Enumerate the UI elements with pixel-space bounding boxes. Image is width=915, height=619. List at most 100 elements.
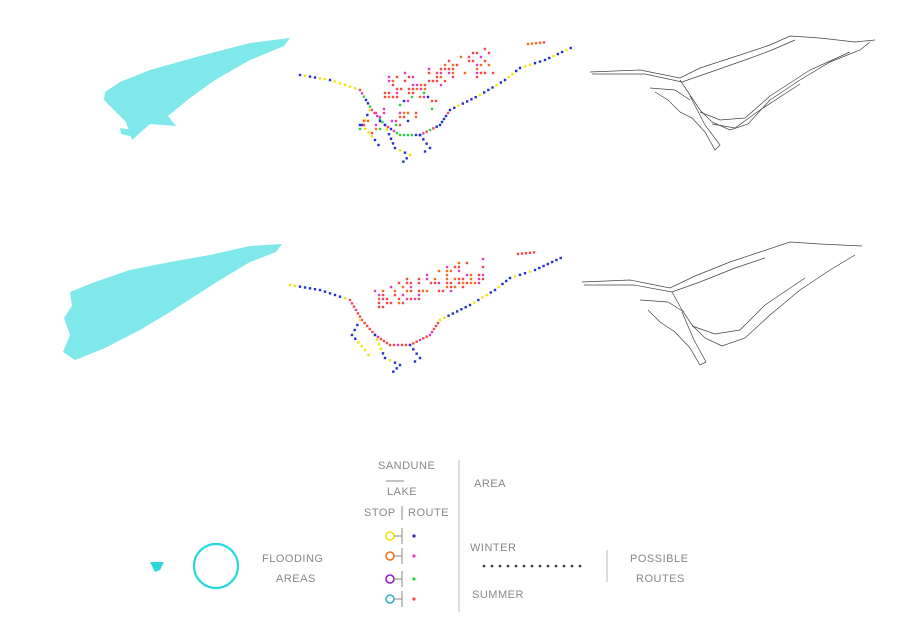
sandune-label: SANDUNE: [378, 460, 435, 472]
route-dot: [526, 42, 530, 46]
lake-label: LAKE: [387, 486, 417, 498]
area-dot: [417, 297, 421, 301]
route-dot: [423, 150, 427, 153]
area-dot: [481, 273, 485, 277]
route-dot: [552, 54, 555, 58]
route-dot: [367, 353, 370, 357]
route-dot: [413, 360, 417, 363]
area-dot: [441, 289, 445, 293]
route-dot: [354, 337, 357, 340]
route-dot: [393, 146, 397, 150]
route-label: ROUTE: [408, 507, 449, 519]
route-dot: [328, 78, 332, 82]
area-dot: [439, 67, 443, 71]
route-dot: [578, 564, 582, 568]
area-dot: [457, 265, 461, 269]
area-dot: [419, 83, 423, 87]
area-dot: [418, 95, 422, 99]
route-dot: [388, 359, 392, 362]
summer-label: SUMMER: [472, 589, 524, 601]
area-dot: [407, 75, 411, 79]
route-dot: [378, 117, 381, 121]
area-dot: [417, 277, 421, 281]
area-dot: [469, 277, 473, 281]
area-dot: [429, 281, 433, 285]
area-dot: [449, 285, 453, 289]
area-dot: [409, 297, 413, 301]
area-dot: [431, 79, 435, 83]
stop-icon: [385, 574, 395, 584]
area-dot: [445, 281, 449, 285]
route-dot: [366, 113, 369, 117]
area-dot: [397, 281, 401, 285]
area-dot: [378, 127, 382, 131]
route-dot: [493, 288, 497, 292]
area-dot: [406, 111, 410, 115]
area-dot: [487, 51, 491, 55]
route-dot: [464, 305, 467, 309]
area-dot: [389, 285, 393, 289]
route-dot: [425, 142, 428, 145]
route-dot: [569, 46, 572, 50]
route-dot: [533, 268, 537, 272]
area-dot: [475, 75, 479, 79]
stop-icon: [385, 551, 395, 561]
area-dot: [415, 83, 419, 87]
route-dot: [375, 338, 379, 341]
route-dot: [518, 273, 522, 276]
flooding-label: FLOODING: [262, 553, 323, 565]
area-dot: [393, 289, 397, 293]
route-dot: [422, 132, 425, 135]
area-dot: [437, 281, 441, 285]
route-dot: [402, 160, 405, 163]
area-dot: [385, 301, 389, 305]
route-dot: [368, 327, 371, 331]
area-dot: [398, 115, 402, 119]
area-dot: [479, 63, 483, 67]
route-dot: [418, 356, 422, 360]
route-dot: [555, 258, 558, 262]
route-dot: [522, 564, 526, 568]
route-dot: [333, 80, 337, 83]
route-dot: [288, 283, 292, 287]
route-dot: [381, 120, 384, 124]
area-dot: [405, 289, 409, 293]
route-dot: [368, 108, 372, 112]
area-dot: [451, 67, 455, 71]
area-dot: [439, 71, 443, 75]
area-dot: [414, 115, 418, 119]
area-dot: [398, 111, 402, 115]
area-dot: [481, 277, 485, 281]
route-dot: [353, 87, 357, 90]
area-dot: [475, 67, 479, 71]
area-dot: [425, 289, 429, 293]
area-dot: [391, 83, 395, 87]
route-dot: [350, 333, 354, 337]
area-dot: [451, 71, 455, 75]
route-dot: [368, 105, 372, 108]
route-dot: [443, 316, 446, 320]
route-dot: [481, 296, 484, 299]
area-dot: [409, 285, 413, 289]
route-dot: [377, 343, 381, 346]
route-dot: [477, 298, 480, 302]
flooding-map-summer: [63, 244, 282, 360]
route-dot: [530, 42, 534, 45]
flooding-circle: [192, 542, 240, 590]
area-dot: [457, 269, 461, 273]
route-dot: [508, 276, 512, 280]
route-dot: [518, 66, 522, 70]
route-dot: [543, 58, 547, 62]
route-dot: [356, 312, 360, 315]
route-dot: [528, 63, 532, 66]
area-dot: [417, 281, 421, 285]
route-dot: [389, 137, 393, 140]
route-dot: [313, 76, 317, 79]
area-dot: [406, 119, 410, 123]
route-dot: [453, 106, 456, 110]
area-dot: [469, 281, 473, 285]
area-dot: [465, 281, 469, 285]
route-dot: [391, 142, 395, 145]
route-dot: [560, 50, 564, 54]
area-dot: [481, 257, 485, 261]
